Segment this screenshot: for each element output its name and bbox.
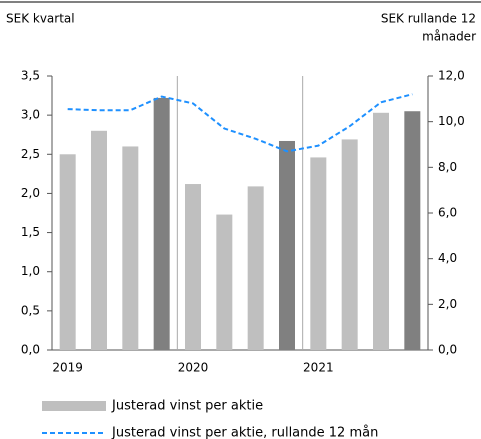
bar: [153, 97, 170, 350]
y2-tick-label: 10,0: [438, 114, 465, 128]
legend-label: Justerad vinst per aktie, rullande 12 må…: [111, 426, 378, 439]
x-tick-label: 2021: [303, 361, 334, 375]
y-axis-label: SEK kvartal: [6, 12, 75, 26]
y2-tick-label: 2,0: [438, 297, 457, 311]
legend-label: Justerad vinst per aktie: [111, 399, 263, 414]
y2-tick-label: 0,0: [438, 343, 457, 357]
y2-tick-label: 8,0: [438, 160, 457, 174]
y-tick-label: 3,0: [21, 108, 40, 122]
y2-tick-label: 6,0: [438, 206, 457, 220]
bar: [341, 139, 358, 350]
bar: [216, 214, 233, 350]
legend-swatch: [42, 401, 106, 411]
bar: [59, 154, 76, 350]
bar: [279, 140, 295, 350]
y2-tick-label: 12,0: [438, 69, 465, 83]
y2-axis-label: månader: [422, 30, 476, 44]
x-tick-label: 2020: [178, 361, 209, 375]
y-tick-label: 0,0: [21, 343, 40, 357]
bar: [247, 186, 264, 350]
y-tick-label: 3,5: [21, 69, 40, 83]
y2-tick-label: 4,0: [438, 251, 457, 265]
line: [67, 93, 413, 153]
bar: [310, 157, 327, 350]
x-tick-label: 2019: [52, 361, 83, 375]
y-tick-label: 2,5: [21, 147, 40, 161]
y-tick-label: 0,5: [21, 303, 40, 317]
y-tick-label: 1,0: [21, 264, 40, 278]
y2-axis-label: SEK rullande 12: [381, 12, 476, 26]
bar: [185, 184, 201, 350]
bar: [404, 111, 421, 350]
bar: [91, 130, 107, 350]
y-tick-label: 1,5: [21, 225, 40, 239]
y-tick-label: 2,0: [21, 186, 40, 200]
bar: [122, 146, 139, 350]
bar: [373, 112, 389, 351]
